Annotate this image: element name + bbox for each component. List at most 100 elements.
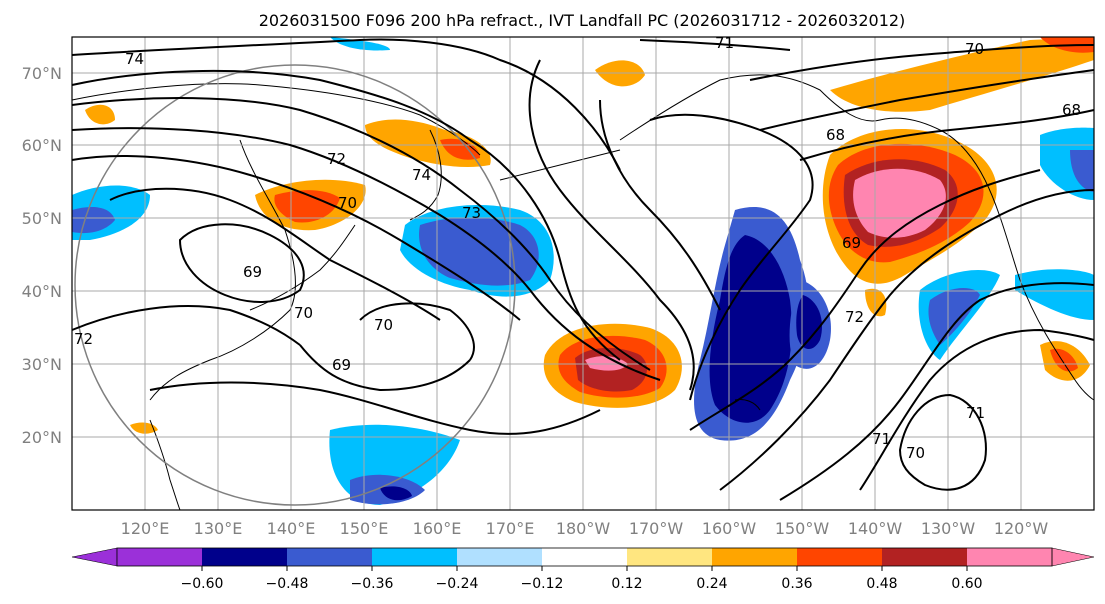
colorbar-segment [202,548,287,566]
negative-patch [1015,269,1094,320]
contour-line [299,344,471,392]
contour-line [71,97,651,371]
contour-line [689,169,1041,431]
colorbar-segment [457,548,542,566]
longitude-labels: 120°E 130°E 140°E 150°E 160°E 170°E 180°… [121,519,1049,538]
colorbar-tick-label: 0.12 [611,576,642,592]
lat-label: 50°N [22,209,62,228]
contour-line [109,187,441,321]
contour-label: 69 [243,263,262,281]
latitude-labels: 70°N 60°N 50°N 40°N 30°N 20°N [22,64,62,447]
lat-label: 30°N [22,355,62,374]
contour-line [528,59,695,391]
coastline-north-america [984,179,1095,401]
colorbar-segment [372,548,457,566]
contour-line [71,38,621,171]
contour-line [799,109,1095,161]
contour-line [359,302,475,361]
contour-line [749,44,1095,81]
contour-line [859,328,1095,491]
contour-label: 71 [715,34,734,52]
contour-label: 74 [412,166,431,184]
contour-label: 70 [294,304,313,322]
lon-label: 170°W [629,519,684,538]
contour-label: 71 [966,404,985,422]
map-panel: 74 71 70 68 72 74 73 70 69 70 70 69 72 6… [71,34,1095,511]
contour-line [149,381,601,435]
colorbar-segment [882,548,967,566]
positive-patch [1050,348,1078,372]
contour-line [71,154,521,321]
refractivity-contours [71,38,1095,501]
contour-line [71,69,621,361]
lat-label: 20°N [22,428,62,447]
colorbar-frame [116,547,1053,567]
contour-label: 72 [74,330,93,348]
colorbar-tick-label: −0.48 [266,576,309,592]
colorbar: −0.60 −0.48 −0.36 −0.24 −0.12 0.12 0.24 … [71,547,1095,592]
contour-label: 69 [842,234,861,252]
lat-label: 40°N [22,282,62,301]
coastline-asia-east [149,139,296,401]
colorbar-tick-label: 0.48 [866,576,897,592]
lat-label: 60°N [22,136,62,155]
map-frame [71,36,1095,511]
colorbar-tick-label: 0.36 [781,576,812,592]
negative-patch [928,288,980,345]
lon-label: 160°E [413,519,462,538]
lon-label: 150°E [340,519,389,538]
colorbar-tick-label: −0.12 [521,576,564,592]
contour-line [898,393,987,491]
lon-label: 130°E [194,519,243,538]
contour-label: 70 [965,40,984,58]
contour-label: 70 [374,316,393,334]
contour-label: 70 [906,444,925,462]
negative-patch [1070,150,1094,192]
lon-label: 130°W [921,519,976,538]
positive-patch [830,37,1094,112]
contour-line [639,39,791,51]
contour-line [719,189,1095,491]
negative-patch [380,486,412,501]
lon-label: 140°W [848,519,903,538]
colorbar-segment [967,548,1052,566]
radius-circle [74,64,516,506]
contour-label: 71 [872,430,891,448]
lon-label: 150°W [775,519,830,538]
chart-title: 2026031500 F096 200 hPa refract., IVT La… [259,11,906,30]
lon-label: 170°E [486,519,535,538]
contour-line [779,282,1095,501]
lon-label: 180°W [556,519,611,538]
contour-label: 70 [338,194,357,212]
contour-label: 68 [1062,101,1081,119]
contour-label: 72 [327,150,346,168]
colorbar-segment [627,548,712,566]
colorbar-tick-label: −0.36 [351,576,394,592]
colorbar-tick-label: −0.24 [436,576,479,592]
coastline-asia [71,83,481,156]
contour-label: 73 [462,204,481,222]
contour-line [599,99,721,311]
contour-labels: 74 71 70 68 72 74 73 70 69 70 70 69 72 6… [74,34,1081,462]
colorbar-tick-label: 0.60 [951,576,982,592]
lon-label: 160°W [702,519,757,538]
contour-line [71,127,661,381]
contour-line [178,223,305,303]
lat-label: 70°N [22,64,62,83]
lon-label: 120°E [121,519,170,538]
colorbar-min-extension [71,547,118,567]
colorbar-segment [287,548,372,566]
contour-line [71,305,301,346]
lon-label: 120°W [994,519,1049,538]
positive-patch [865,288,887,317]
contour-line [759,69,1095,131]
colorbar-max-extension [1051,547,1095,567]
contour-label: 72 [845,308,864,326]
colorbar-segment [117,548,202,566]
positive-patch [853,168,946,238]
colorbar-ticks [201,566,968,571]
colorbar-tick-label: 0.24 [696,576,727,592]
positive-patch [440,138,480,160]
contour-label: 68 [826,126,845,144]
